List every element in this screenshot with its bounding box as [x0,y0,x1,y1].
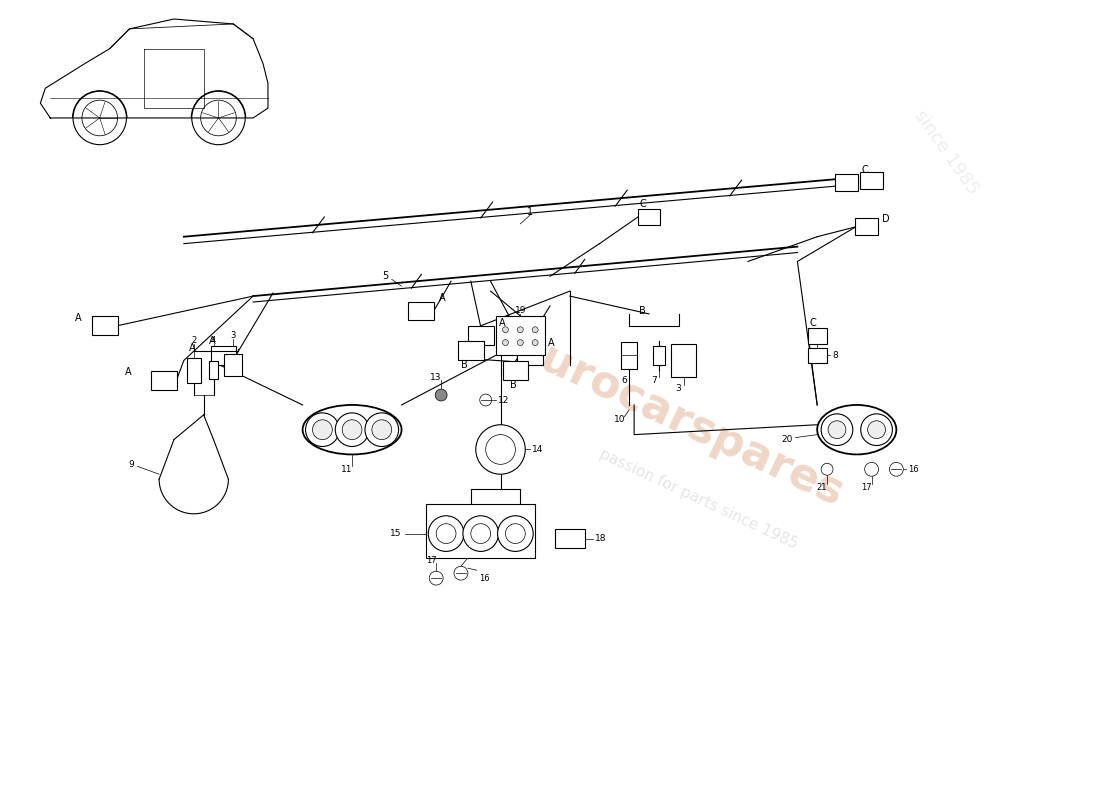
Text: C: C [639,199,646,209]
Text: passion for parts since 1985: passion for parts since 1985 [597,446,800,552]
Text: A: A [498,318,505,328]
Text: 17: 17 [861,482,872,491]
Circle shape [868,421,886,438]
Text: 17: 17 [426,556,437,565]
FancyBboxPatch shape [210,346,236,365]
Bar [427,504,536,558]
Bar [496,316,546,355]
FancyBboxPatch shape [807,328,826,343]
Text: 21: 21 [817,482,827,491]
Text: B: B [461,360,468,370]
Circle shape [471,524,491,543]
Circle shape [480,394,492,406]
Circle shape [429,571,443,585]
Circle shape [463,516,498,551]
Text: 16: 16 [478,574,490,582]
FancyBboxPatch shape [517,346,543,365]
Text: 12: 12 [497,395,509,405]
Circle shape [454,566,467,580]
Text: 20: 20 [781,435,792,444]
Text: 1: 1 [527,207,534,217]
Text: 18: 18 [594,534,606,543]
Circle shape [865,462,879,476]
Text: D: D [881,214,889,224]
Text: 16: 16 [909,465,918,474]
Bar [653,346,664,366]
Circle shape [821,463,833,475]
FancyBboxPatch shape [860,172,883,189]
Text: A: A [548,338,554,348]
FancyBboxPatch shape [638,209,660,226]
FancyBboxPatch shape [151,371,177,390]
Text: 8: 8 [832,351,838,360]
Text: C: C [810,318,816,328]
Text: 6: 6 [621,376,627,385]
Circle shape [342,420,362,439]
Text: C: C [861,166,869,175]
Bar [554,529,584,549]
Circle shape [372,420,392,439]
Circle shape [428,516,464,551]
FancyBboxPatch shape [856,218,878,235]
Text: A: A [75,313,81,323]
Circle shape [890,462,903,476]
Ellipse shape [817,405,896,454]
Text: A: A [439,293,446,303]
Text: since 1985: since 1985 [910,107,981,198]
FancyBboxPatch shape [503,361,528,380]
Text: 3: 3 [675,384,682,393]
Circle shape [306,413,339,446]
Bar [224,354,242,376]
Text: B: B [510,380,517,390]
Bar [187,358,200,382]
Circle shape [517,326,524,333]
Circle shape [365,413,398,446]
Ellipse shape [302,405,402,454]
Circle shape [503,340,508,346]
Circle shape [437,524,456,543]
Text: B: B [639,306,646,316]
Circle shape [486,434,516,464]
Circle shape [436,389,447,401]
FancyBboxPatch shape [836,174,858,190]
Text: 9: 9 [129,460,134,469]
Circle shape [821,414,852,446]
Circle shape [532,340,538,346]
Circle shape [476,425,526,474]
Text: eurocarspares: eurocarspares [506,324,850,515]
FancyBboxPatch shape [458,341,484,360]
Circle shape [828,421,846,438]
Text: A: A [209,336,216,346]
Text: 3: 3 [231,331,236,340]
Text: 4: 4 [211,336,217,345]
Circle shape [312,420,332,439]
FancyBboxPatch shape [807,347,826,363]
Text: 11: 11 [341,465,353,474]
Bar [621,342,637,370]
Text: 7: 7 [651,376,657,385]
Bar [209,362,219,379]
FancyBboxPatch shape [671,344,696,377]
Text: 2: 2 [191,336,197,345]
Circle shape [503,326,508,333]
Text: 10: 10 [614,415,625,424]
FancyBboxPatch shape [468,326,494,345]
Text: 19: 19 [515,306,526,315]
Text: 14: 14 [532,445,543,454]
Text: A: A [189,342,196,353]
Circle shape [517,340,524,346]
Text: 15: 15 [390,529,402,538]
Circle shape [532,326,538,333]
FancyBboxPatch shape [91,316,118,335]
FancyBboxPatch shape [408,302,435,320]
Circle shape [497,516,534,551]
Circle shape [860,414,892,446]
Text: 13: 13 [430,373,442,382]
Circle shape [506,524,526,543]
Text: 5: 5 [382,271,388,282]
Text: A: A [124,367,131,378]
Circle shape [336,413,368,446]
